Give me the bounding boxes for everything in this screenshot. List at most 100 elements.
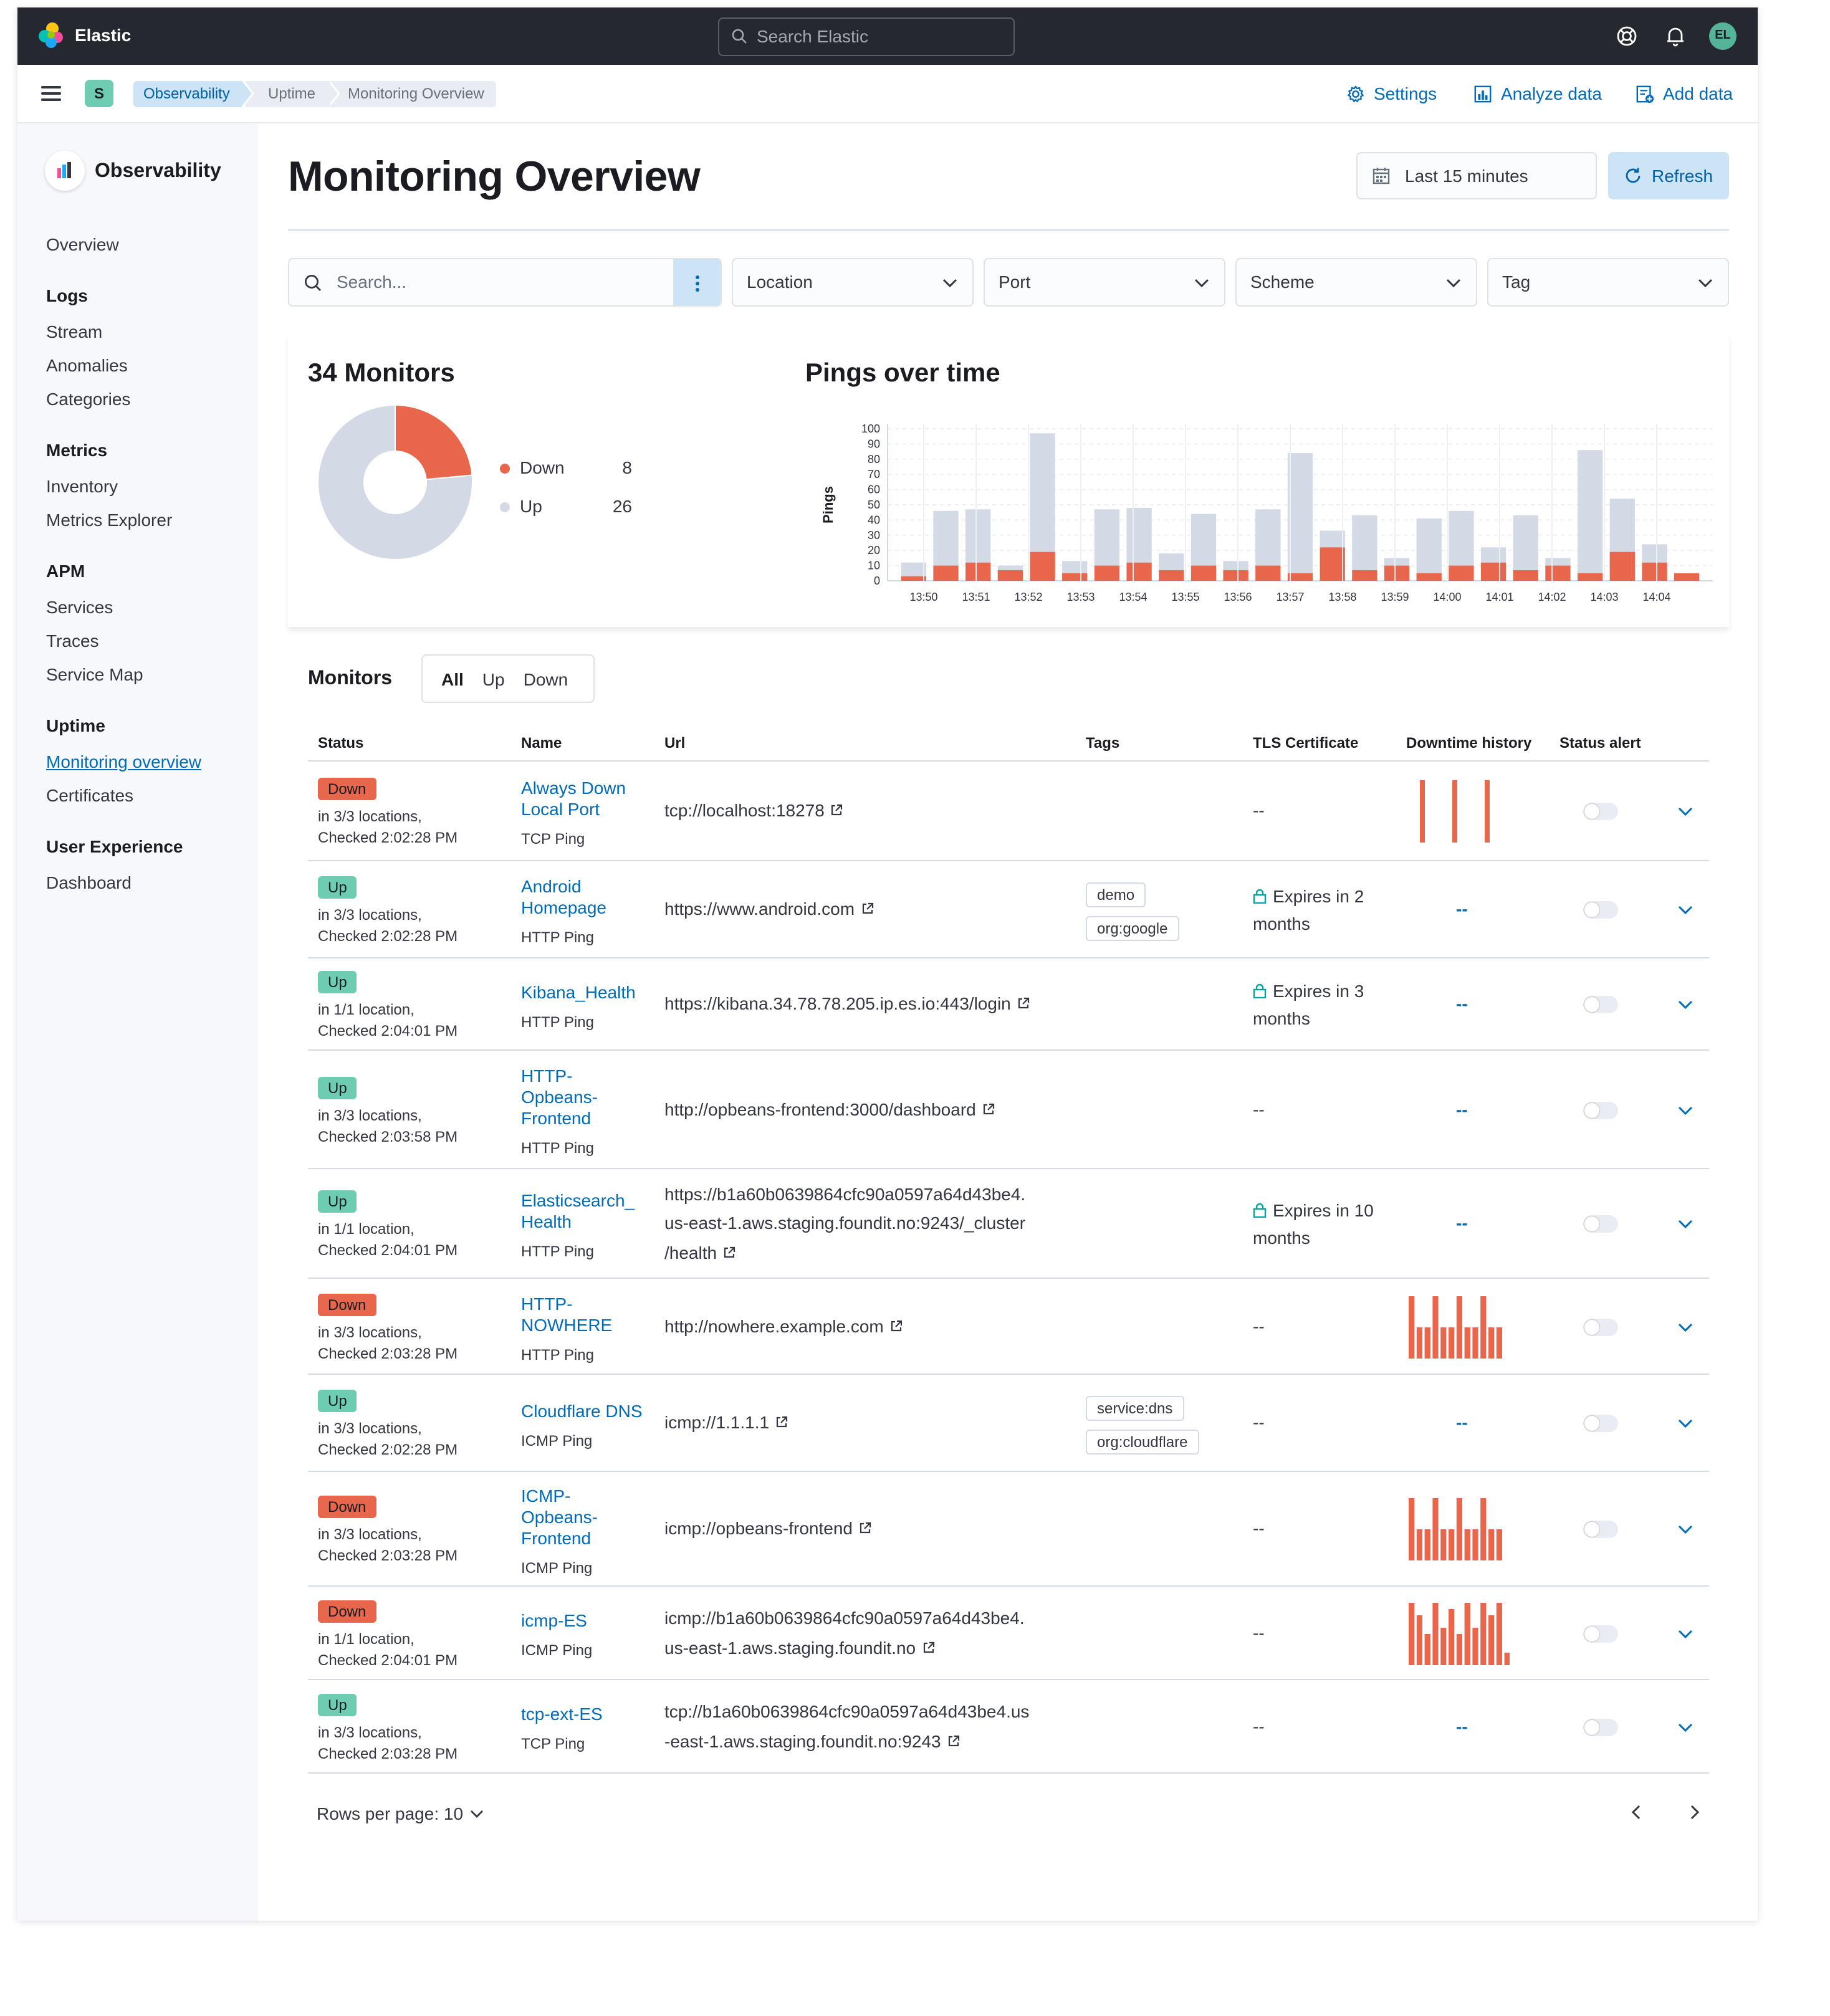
tag-badge[interactable]: service:dns (1086, 1396, 1184, 1421)
expand-row-chevron-icon[interactable] (1678, 902, 1693, 917)
status-alert-toggle[interactable] (1583, 901, 1618, 919)
table-row[interactable]: Up in 3/3 locations, Checked 2:03:28 PM tcp… (308, 1680, 1709, 1774)
monitor-url-link[interactable]: tcp://b1a60b0639864cfc90a0597a64d43be4.u… (664, 1701, 1030, 1751)
monitor-url-link[interactable]: https://b1a60b0639864cfc90a0597a64d43be4… (664, 1183, 1026, 1263)
filter-down-button[interactable]: Down (523, 669, 568, 689)
breadcrumb-uptime[interactable]: Uptime (246, 81, 341, 107)
expand-row-chevron-icon[interactable] (1678, 1626, 1693, 1641)
status-alert-toggle[interactable] (1583, 1415, 1618, 1432)
tag-badge[interactable]: org:google (1086, 916, 1179, 941)
global-search-input[interactable]: Search Elastic (718, 17, 1015, 56)
chevron-down-icon (942, 279, 957, 288)
menu-toggle-icon[interactable] (41, 86, 61, 101)
monitor-name-link[interactable]: HTTP- Opbeans- Frontend (521, 1066, 598, 1128)
table-row[interactable]: Down in 3/3 locations, Checked 2:02:28 PM A… (308, 762, 1709, 861)
help-icon[interactable] (1616, 25, 1638, 47)
status-alert-toggle[interactable] (1583, 1101, 1618, 1119)
monitor-search-input[interactable]: Search... (288, 258, 722, 307)
bar-up (901, 562, 926, 576)
add-data-link[interactable]: Add data (1636, 84, 1733, 103)
monitor-name-link[interactable]: Kibana_Health (521, 982, 636, 1001)
status-alert-toggle[interactable] (1583, 803, 1618, 820)
sidebar-item-stream[interactable]: Stream (46, 322, 103, 342)
monitor-name-link[interactable]: Android Homepage (521, 876, 606, 917)
monitor-name-link[interactable]: tcp-ext-ES (521, 1704, 603, 1724)
port-filter-select[interactable]: Port (984, 258, 1225, 307)
sidebar-item-service-map[interactable]: Service Map (46, 664, 143, 684)
sidebar-item-inventory[interactable]: Inventory (46, 476, 118, 496)
location-filter-select[interactable]: Location (732, 258, 974, 307)
expand-row-chevron-icon[interactable] (1678, 1216, 1693, 1231)
monitor-name-link[interactable]: Elasticsearch_ Health (521, 1190, 635, 1231)
status-alert-toggle[interactable] (1583, 1318, 1618, 1335)
user-avatar[interactable]: EL (1709, 22, 1737, 50)
elastic-logo-icon[interactable] (37, 21, 65, 49)
monitor-name-link[interactable]: ICMP- Opbeans- Frontend (521, 1485, 598, 1547)
notifications-bell-icon[interactable] (1664, 25, 1687, 47)
table-row[interactable]: Up in 3/3 locations, Checked 2:02:28 PM And… (308, 861, 1709, 958)
filter-up-button[interactable]: Up (482, 669, 505, 689)
column-header-name[interactable]: Name (521, 734, 562, 752)
table-row[interactable]: Down in 3/3 locations, Checked 2:03:28 PM I… (308, 1472, 1709, 1587)
sidebar-item-overview[interactable]: Overview (46, 234, 119, 254)
settings-link[interactable]: Settings (1346, 84, 1437, 103)
monitor-url-link[interactable]: http://nowhere.example.com (664, 1312, 1088, 1342)
sidebar-item-certificates[interactable]: Certificates (46, 785, 134, 805)
table-row[interactable]: Up in 3/3 locations, Checked 2:02:28 PM Clo… (308, 1375, 1709, 1472)
next-page-icon[interactable] (1685, 1803, 1703, 1821)
monitor-name-link[interactable]: HTTP- NOWHERE (521, 1293, 613, 1334)
downtime-bar (1488, 1615, 1495, 1665)
date-range-picker[interactable]: Last 15 minutes (1356, 152, 1597, 199)
filter-all-button[interactable]: All (441, 669, 464, 689)
monitor-name-link[interactable]: Cloudflare DNS (521, 1400, 643, 1420)
tag-filter-select[interactable]: Tag (1487, 258, 1729, 307)
expand-row-chevron-icon[interactable] (1678, 997, 1693, 1012)
monitor-name-link[interactable]: Always Down Local Port (521, 778, 626, 819)
expand-row-chevron-icon[interactable] (1678, 1102, 1693, 1117)
sidebar-item-traces[interactable]: Traces (46, 631, 99, 651)
monitor-name-link[interactable]: icmp-ES (521, 1610, 587, 1630)
table-row[interactable]: Down in 1/1 location, Checked 2:04:01 PM ic… (308, 1587, 1709, 1680)
table-row[interactable]: Up in 1/1 location, Checked 2:04:01 PM Elas… (308, 1169, 1709, 1279)
sidebar-item-services[interactable]: Services (46, 597, 113, 617)
column-header-status[interactable]: Status (318, 734, 364, 752)
status-alert-toggle[interactable] (1583, 1718, 1618, 1736)
sidebar-item-categories[interactable]: Categories (46, 389, 131, 409)
expand-row-chevron-icon[interactable] (1678, 1719, 1693, 1734)
tag-badge[interactable]: demo (1086, 882, 1146, 907)
sidebar-item-anomalies[interactable]: Anomalies (46, 355, 128, 375)
space-badge[interactable]: S (85, 80, 113, 107)
bar-up (1287, 453, 1313, 573)
monitor-url-link[interactable]: icmp://opbeans-frontend (664, 1515, 1088, 1544)
breadcrumb-observability[interactable]: Observability (133, 81, 255, 107)
table-row[interactable]: Up in 3/3 locations, Checked 2:03:58 PM HTT… (308, 1051, 1709, 1169)
expand-row-chevron-icon[interactable] (1678, 1416, 1693, 1431)
monitor-url-link[interactable]: icmp://b1a60b0639864cfc90a0597a64d43be4.… (664, 1608, 1025, 1657)
refresh-button[interactable]: Refresh (1608, 152, 1729, 199)
monitor-url-link[interactable]: http://opbeans-frontend:3000/dashboard (664, 1096, 1088, 1125)
scheme-filter-select[interactable]: Scheme (1235, 258, 1477, 307)
expand-row-chevron-icon[interactable] (1678, 1319, 1693, 1334)
expand-row-chevron-icon[interactable] (1678, 804, 1693, 819)
tls-empty: -- (1253, 800, 1265, 820)
tag-badge[interactable]: org:cloudflare (1086, 1430, 1199, 1455)
status-alert-toggle[interactable] (1583, 996, 1618, 1013)
status-alert-toggle[interactable] (1583, 1521, 1618, 1538)
expand-row-chevron-icon[interactable] (1678, 1522, 1693, 1537)
column-header-url[interactable]: Url (664, 734, 686, 752)
monitor-url-link[interactable]: https://www.android.com (664, 896, 1088, 925)
rows-per-page-select[interactable]: Rows per page: 10 (317, 1803, 483, 1823)
sidebar-item-dashboard[interactable]: Dashboard (46, 872, 132, 892)
previous-page-icon[interactable] (1628, 1803, 1646, 1821)
table-row[interactable]: Up in 1/1 location, Checked 2:04:01 PM Kiba… (308, 958, 1709, 1051)
sidebar-item-metrics-explorer[interactable]: Metrics Explorer (46, 510, 173, 530)
query-options-icon[interactable] (673, 259, 721, 305)
monitor-url-link[interactable]: tcp://localhost:18278 (664, 797, 1088, 826)
table-row[interactable]: Down in 3/3 locations, Checked 2:03:28 PM H… (308, 1279, 1709, 1375)
monitor-url-link[interactable]: icmp://1.1.1.1 (664, 1409, 1088, 1438)
analyze-data-link[interactable]: Analyze data (1473, 84, 1602, 103)
sidebar-item-monitoring-overview[interactable]: Monitoring overview (46, 752, 201, 772)
monitor-url-link[interactable]: https://kibana.34.78.78.205.ip.es.io:443… (664, 990, 1088, 1020)
status-alert-toggle[interactable] (1583, 1625, 1618, 1642)
status-alert-toggle[interactable] (1583, 1215, 1618, 1233)
